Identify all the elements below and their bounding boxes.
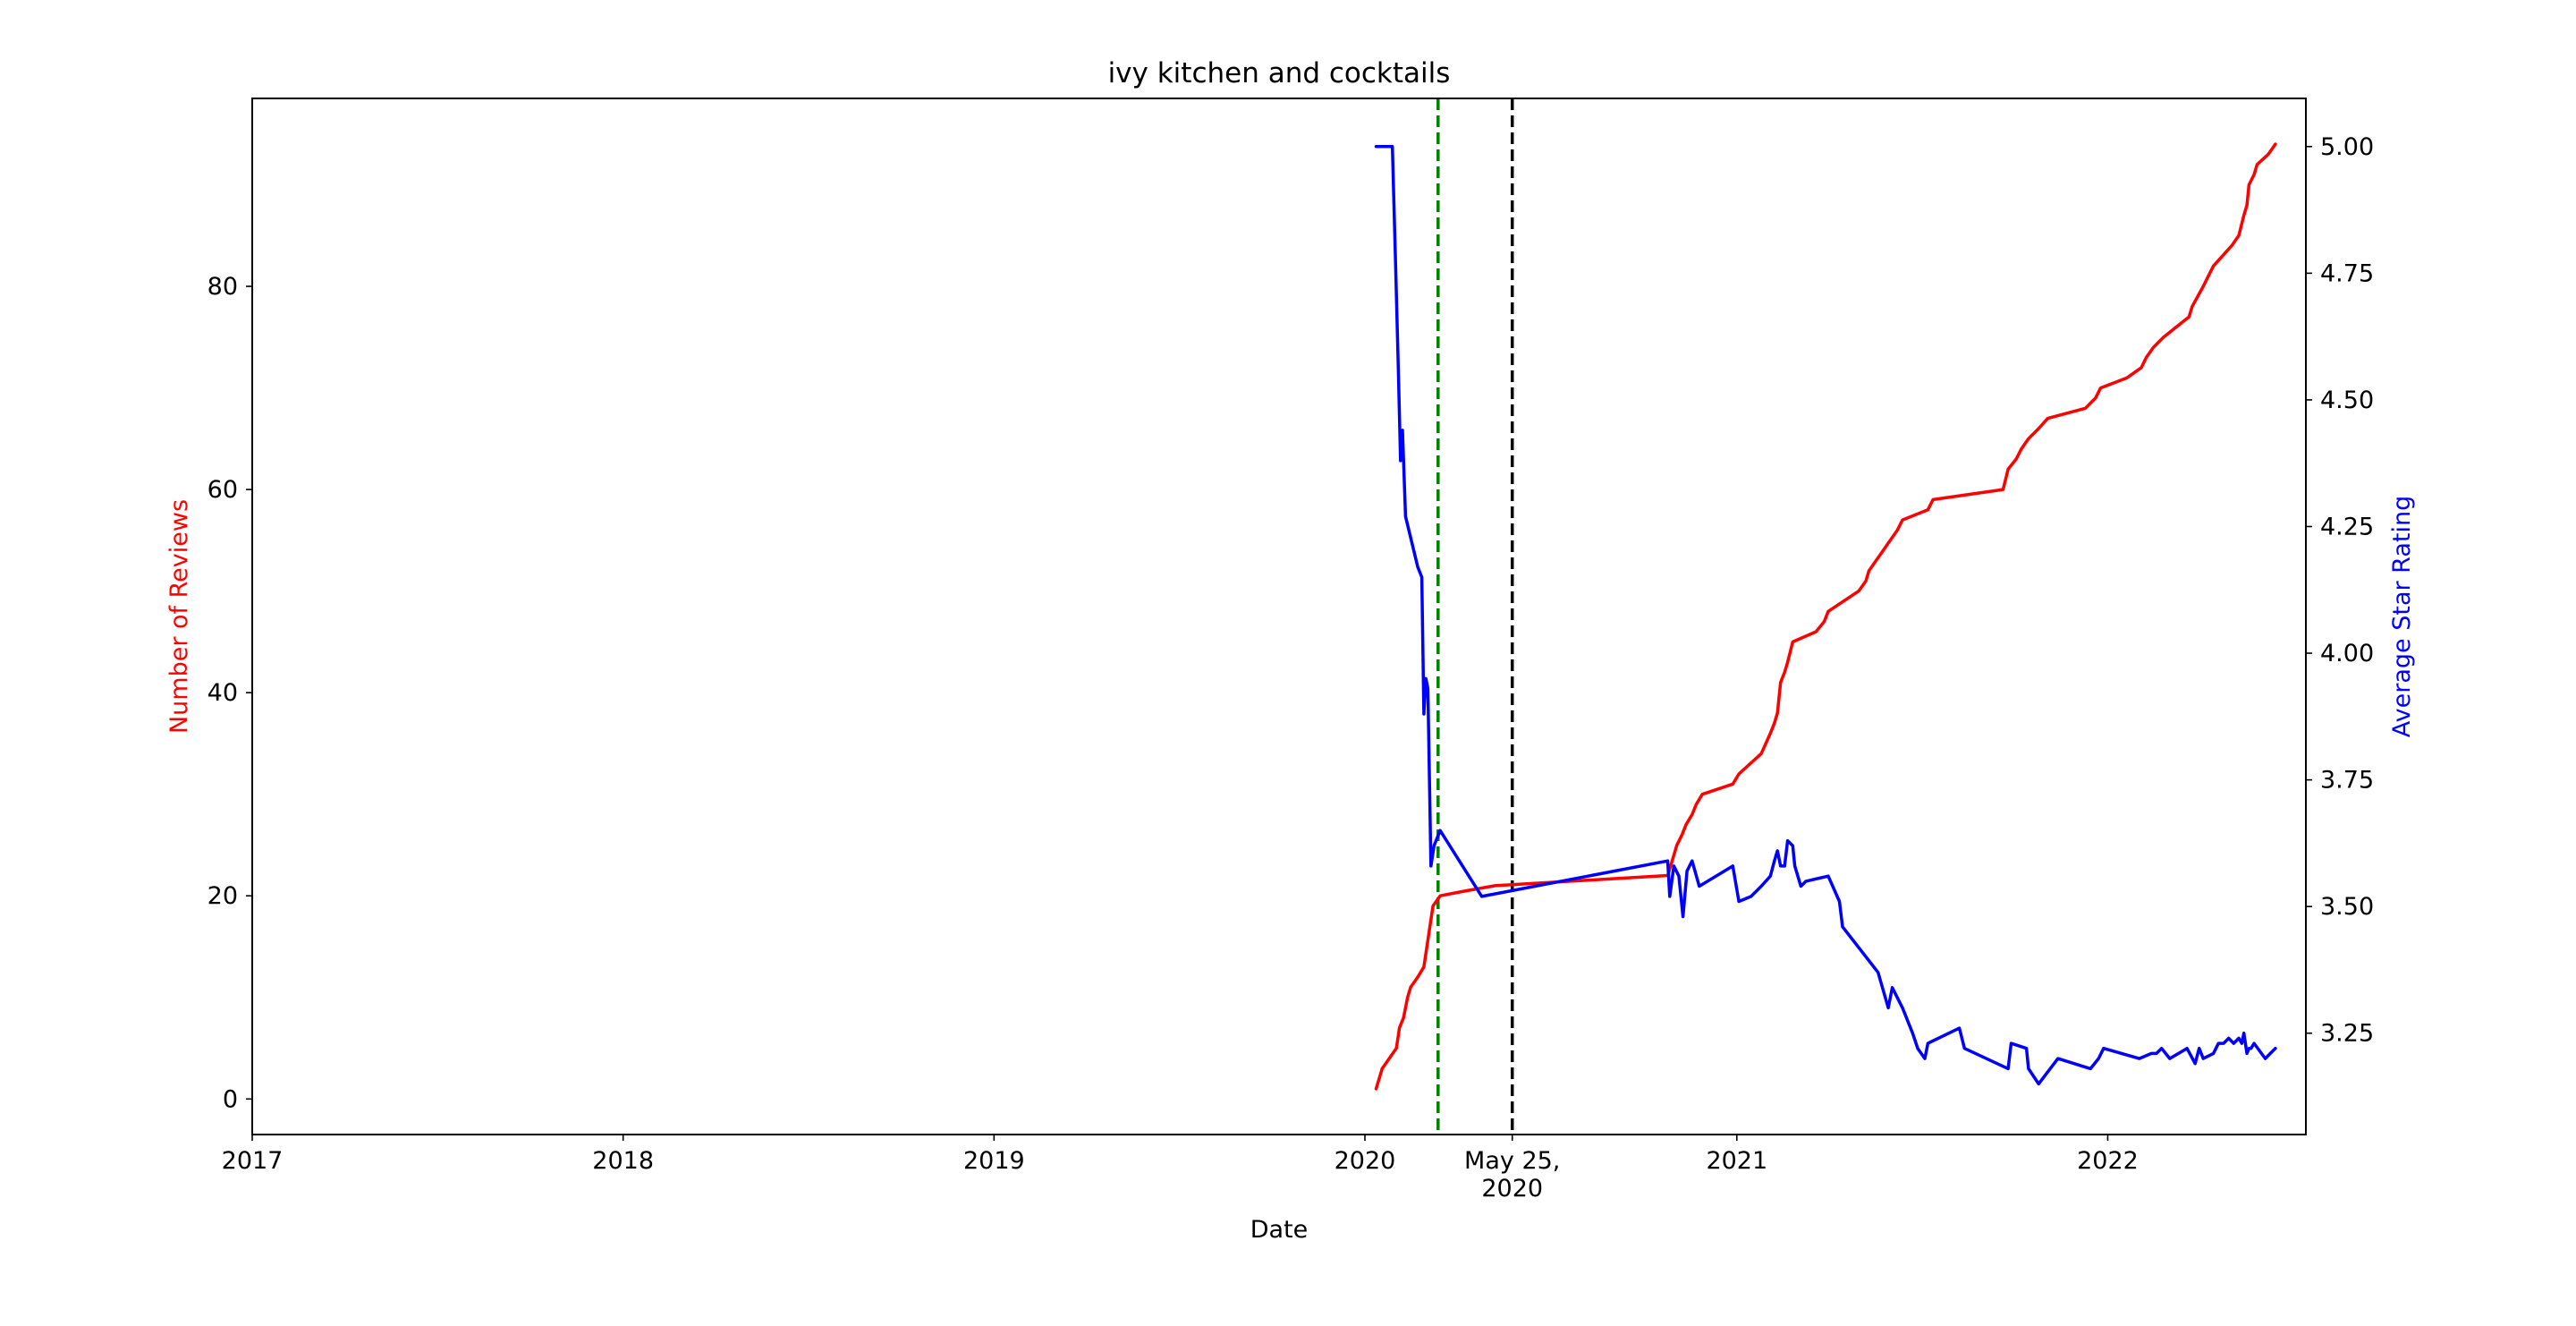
y-left-tick-label: 80: [208, 273, 238, 301]
y-right-tick-label: 4.75: [2320, 259, 2374, 287]
x-tick-label: 2020: [1335, 1147, 1396, 1175]
y-axis-right: 3.25 3.50 3.75 4.00 4.25 4.50 4.75 5.00: [2306, 133, 2374, 1048]
x-tick-label: 2019: [963, 1147, 1025, 1175]
chart-title: ivy kitchen and cocktails: [1108, 57, 1451, 89]
star-rating-line: [1374, 145, 2277, 1086]
x-tick-label: 2021: [1706, 1147, 1767, 1175]
reference-lines: [1436, 98, 1514, 1135]
y-right-tick-label: 3.75: [2320, 767, 2374, 795]
x-tick-label: 2022: [2077, 1147, 2139, 1175]
y-right-tick-label: 3.25: [2320, 1020, 2374, 1048]
y-axis-left: 0 20 40 60 80: [208, 273, 252, 1113]
x-tick-label: 2018: [592, 1147, 654, 1175]
x-tick-label: May 25,: [1464, 1147, 1560, 1175]
y-right-tick-label: 4.25: [2320, 513, 2374, 540]
y-axis-left-label: Number of Reviews: [165, 499, 193, 734]
y-right-tick-label: 4.50: [2320, 387, 2374, 414]
y-left-tick-label: 0: [223, 1085, 238, 1113]
y-left-tick-label: 40: [208, 679, 238, 707]
y-left-tick-label: 20: [208, 882, 238, 910]
review-count-line: [1374, 142, 2277, 1091]
y-right-tick-label: 4.00: [2320, 640, 2374, 667]
y-axis-right-label: Average Star Rating: [2388, 496, 2416, 737]
x-tick-label: 2020: [1481, 1175, 1543, 1203]
y-left-tick-label: 60: [208, 476, 238, 504]
y-right-tick-label: 5.00: [2320, 133, 2374, 161]
series-lines: [1374, 142, 2277, 1091]
y-right-tick-label: 3.50: [2320, 893, 2374, 921]
x-axis-label: Date: [1250, 1216, 1309, 1244]
plot-frame: [251, 98, 2307, 1135]
x-tick-label: 2017: [222, 1147, 284, 1175]
